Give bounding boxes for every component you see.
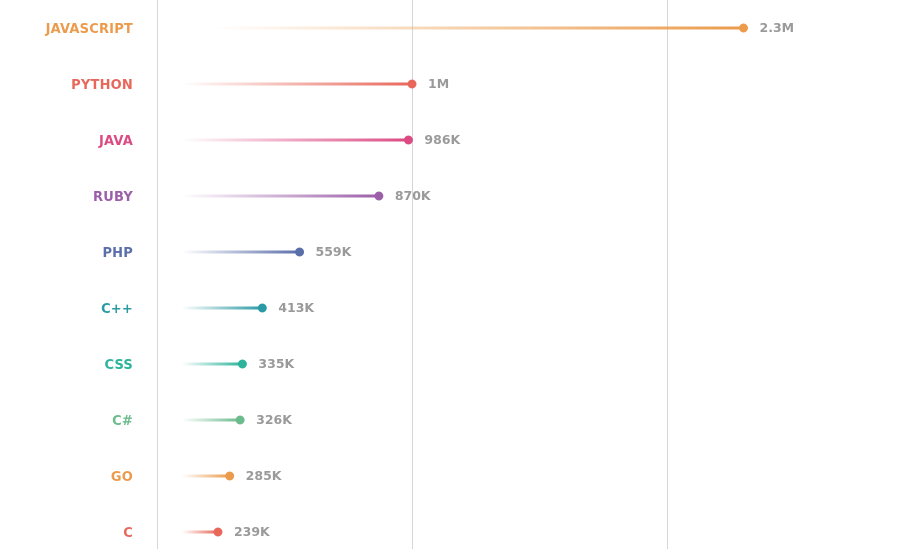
lollipop-row: C 239K: [123, 524, 271, 541]
lollipop-dot: [213, 527, 223, 537]
value-label: 870K: [395, 188, 432, 203]
gridlines: [157, 0, 668, 549]
category-label: PYTHON: [71, 78, 133, 93]
lollipop-dot: [257, 303, 267, 313]
category-label: C: [123, 526, 133, 541]
value-label: 335K: [258, 356, 295, 371]
value-label: 285K: [246, 468, 283, 483]
lollipop-row: C# 326K: [112, 412, 293, 429]
lollipop-row: RUBY 870K: [93, 188, 432, 205]
lollipop-dot: [237, 359, 247, 369]
lollipop-dot: [374, 191, 384, 201]
lollipop-row: JAVASCRIPT 2.3M: [45, 20, 795, 37]
category-label: GO: [111, 470, 133, 485]
category-label: CSS: [104, 358, 133, 373]
category-label: JAVA: [98, 134, 133, 149]
chart-rows: JAVASCRIPT 2.3M PYTHON 1M JAVA 986K RUBY 870K PH…: [45, 20, 795, 541]
lollipop-row: GO 285K: [111, 468, 283, 485]
lollipop-dot: [407, 79, 417, 89]
category-label: PHP: [102, 246, 133, 261]
lollipop-dot: [235, 415, 245, 425]
lollipop-dot: [295, 247, 305, 257]
lollipop-row: JAVA 986K: [98, 132, 462, 149]
value-label: 1M: [428, 76, 449, 91]
lollipop-row: PHP 559K: [102, 244, 352, 261]
value-label: 2.3M: [760, 20, 795, 35]
lollipop-dot: [403, 135, 413, 145]
value-label: 326K: [256, 412, 293, 427]
lollipop-row: CSS 335K: [104, 356, 295, 373]
category-label: C++: [101, 302, 133, 317]
lollipop-row: PYTHON 1M: [71, 76, 449, 93]
category-label: C#: [112, 414, 133, 429]
value-label: 413K: [278, 300, 315, 315]
lollipop-dot: [225, 471, 235, 481]
value-label: 559K: [316, 244, 353, 259]
lollipop-dot: [739, 23, 748, 33]
value-label: 239K: [234, 524, 271, 539]
value-label: 986K: [424, 132, 461, 147]
category-label: JAVASCRIPT: [45, 22, 133, 37]
lollipop-row: C++ 413K: [101, 300, 315, 317]
category-label: RUBY: [93, 190, 133, 205]
